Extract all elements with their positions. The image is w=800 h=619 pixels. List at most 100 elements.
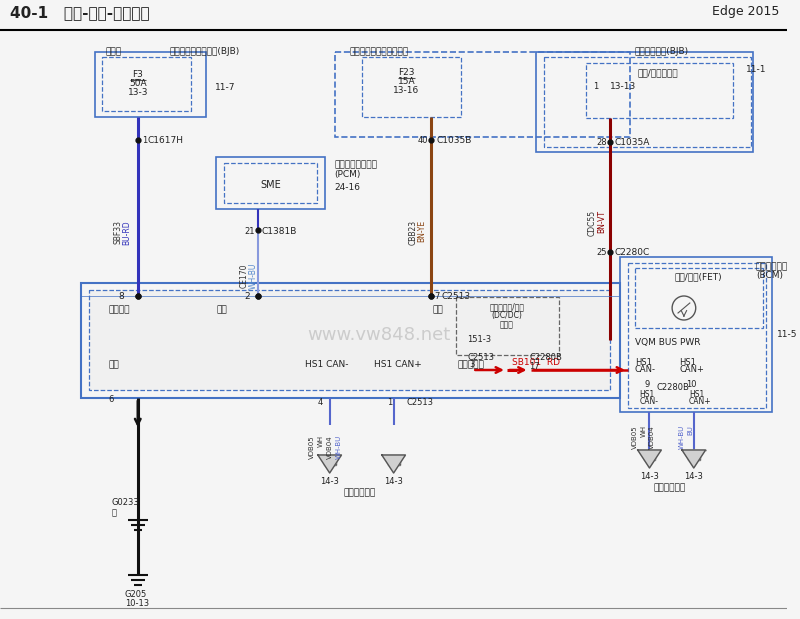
Text: 可变电压: 可变电压: [108, 305, 130, 314]
Bar: [217, 157, 325, 209]
Text: 备: 备: [111, 508, 116, 517]
Text: C2513: C2513: [442, 292, 471, 301]
Text: 50A: 50A: [129, 79, 146, 88]
Text: 14-3: 14-3: [384, 477, 403, 486]
Text: C2513: C2513: [406, 398, 434, 407]
Text: BN-YE: BN-YE: [418, 220, 426, 242]
Bar: [224, 163, 317, 203]
Text: SME: SME: [260, 180, 281, 190]
Text: 大电流蓄电池接线盒(BJB): 大电流蓄电池接线盒(BJB): [170, 47, 239, 56]
Text: F23: F23: [398, 68, 414, 77]
Text: HS1: HS1: [689, 390, 704, 399]
Text: 1: 1: [594, 82, 598, 91]
Text: 17: 17: [530, 362, 540, 371]
Text: 10-13: 10-13: [125, 599, 149, 608]
Text: CAN+: CAN+: [689, 397, 711, 406]
Text: 6: 6: [108, 395, 114, 404]
Polygon shape: [638, 450, 662, 468]
Bar: [102, 57, 191, 111]
Text: 3: 3: [470, 360, 474, 369]
Text: 14-3: 14-3: [684, 472, 703, 481]
Bar: [81, 283, 620, 398]
Polygon shape: [318, 455, 342, 473]
Text: 8: 8: [118, 292, 124, 301]
Bar: [628, 263, 766, 408]
Text: Edge 2015: Edge 2015: [712, 5, 779, 18]
Text: 14-3: 14-3: [640, 472, 659, 481]
Text: WH: WH: [318, 435, 324, 447]
Text: 24-16: 24-16: [334, 183, 361, 192]
Text: 25: 25: [596, 248, 607, 257]
Text: 2: 2: [244, 292, 250, 301]
Bar: [456, 297, 559, 355]
Text: 蓄电池电源: 蓄电池电源: [458, 360, 485, 369]
Text: C2280B: C2280B: [656, 383, 690, 392]
Text: 1: 1: [386, 398, 392, 407]
Text: CAN-: CAN-: [640, 397, 658, 406]
Text: 起动或运行状态下的电源: 起动或运行状态下的电源: [350, 47, 409, 56]
Text: 7: 7: [434, 292, 439, 301]
Bar: [634, 268, 762, 328]
Text: 模块通信网络: 模块通信网络: [653, 483, 686, 492]
Text: WH-BU: WH-BU: [679, 425, 685, 449]
Text: HS1 CAN-: HS1 CAN-: [305, 360, 349, 369]
Bar: [620, 257, 773, 412]
Bar: [544, 57, 751, 147]
Text: 动力系统控制模块: 动力系统控制模块: [334, 160, 378, 169]
Text: HS1: HS1: [679, 358, 696, 367]
Text: HS1: HS1: [634, 358, 651, 367]
Text: G0233: G0233: [111, 498, 139, 507]
Bar: [536, 52, 753, 152]
Polygon shape: [382, 455, 406, 473]
Text: (BCM): (BCM): [756, 271, 782, 280]
Text: 13-16: 13-16: [394, 86, 419, 95]
Text: BN-VT: BN-VT: [597, 210, 606, 233]
Text: 151-3: 151-3: [467, 335, 491, 344]
Text: WH-BU: WH-BU: [335, 435, 342, 459]
Text: C2513: C2513: [467, 353, 494, 362]
Text: www.vw848.net: www.vw848.net: [307, 326, 450, 344]
Text: 变流器: 变流器: [500, 320, 514, 329]
Text: 低电压直流/直流: 低电压直流/直流: [490, 302, 524, 311]
Text: C1035B: C1035B: [437, 136, 472, 145]
Text: BU: BU: [688, 425, 694, 435]
Bar: [89, 290, 610, 390]
Text: 常电源: 常电源: [106, 47, 122, 56]
Text: 9: 9: [645, 380, 650, 389]
Text: 电源: 电源: [433, 305, 444, 314]
Text: 11-5: 11-5: [778, 330, 798, 339]
Bar: [334, 52, 630, 137]
Text: 15A: 15A: [398, 77, 415, 86]
Text: SBF33: SBF33: [114, 220, 122, 244]
Text: 40-1   自动-启动-停止系统: 40-1 自动-启动-停止系统: [10, 5, 150, 20]
Text: VQM BUS PWR: VQM BUS PWR: [634, 338, 700, 347]
Text: VDB05: VDB05: [309, 435, 315, 459]
Text: C1381B: C1381B: [262, 227, 297, 236]
Text: C1617H: C1617H: [148, 136, 184, 145]
Text: 10: 10: [686, 380, 696, 389]
Text: 11-7: 11-7: [214, 83, 235, 92]
Text: 1: 1: [142, 136, 147, 145]
Bar: [95, 52, 206, 117]
Text: 11-1: 11-1: [746, 65, 766, 74]
Text: CE170: CE170: [239, 263, 249, 287]
Text: WH: WH: [641, 425, 646, 437]
Text: 14-3: 14-3: [320, 477, 339, 486]
Polygon shape: [682, 450, 706, 468]
Text: 13-13: 13-13: [610, 82, 636, 91]
Text: 21: 21: [244, 227, 254, 236]
Text: C2280B: C2280B: [530, 353, 562, 362]
Text: CDC55: CDC55: [588, 210, 597, 236]
Text: G205: G205: [125, 590, 147, 599]
Text: CAN+: CAN+: [679, 365, 704, 374]
Text: VDB05: VDB05: [632, 425, 638, 449]
Text: SB101  RD: SB101 RD: [512, 358, 560, 367]
Text: (PCM): (PCM): [334, 170, 361, 179]
Text: 增压: 增压: [217, 305, 227, 314]
Bar: [586, 63, 733, 118]
Text: WH-BU: WH-BU: [249, 263, 258, 289]
Text: 40: 40: [418, 136, 428, 145]
Text: VDB04: VDB04: [650, 425, 655, 449]
Text: C1035A: C1035A: [614, 138, 650, 147]
Bar: [362, 57, 461, 117]
